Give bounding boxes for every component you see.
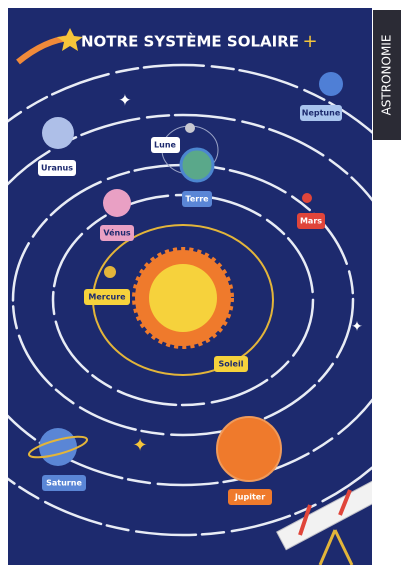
poster-picture: NOTRE SYSTÈME SOLAIRE + ✦ ✦ ✦ Neptune Ur… xyxy=(0,0,401,571)
uranus xyxy=(42,117,74,149)
jupiter xyxy=(217,417,281,481)
planet-label: Uranus xyxy=(41,164,73,173)
star: ✦ xyxy=(118,91,131,110)
venus xyxy=(103,189,131,217)
neptune xyxy=(319,72,343,96)
sun xyxy=(149,264,217,332)
saturn xyxy=(39,428,77,466)
side-label: ASTRONOMIE xyxy=(380,35,394,116)
star: ✦ xyxy=(351,319,363,335)
planet-label: Jupiter xyxy=(234,493,265,502)
planet-label: Terre xyxy=(185,195,209,204)
title: NOTRE SYSTÈME SOLAIRE xyxy=(81,32,299,51)
page: NOTRE SYSTÈME SOLAIRE + ✦ ✦ ✦ Neptune Ur… xyxy=(0,0,401,571)
planet-label: Neptune xyxy=(302,109,341,118)
planet-label: Soleil xyxy=(219,360,244,369)
mercury xyxy=(104,266,116,278)
star: + xyxy=(302,31,317,52)
star: ✦ xyxy=(132,435,147,456)
planet-label: Mars xyxy=(300,217,322,226)
moon xyxy=(185,123,195,133)
mars xyxy=(302,193,312,203)
earth xyxy=(181,149,213,181)
planet-label: Mercure xyxy=(88,293,126,302)
planet-label: Lune xyxy=(154,141,176,150)
planet-label: Vénus xyxy=(103,228,131,238)
planet-label: Saturne xyxy=(46,479,82,488)
